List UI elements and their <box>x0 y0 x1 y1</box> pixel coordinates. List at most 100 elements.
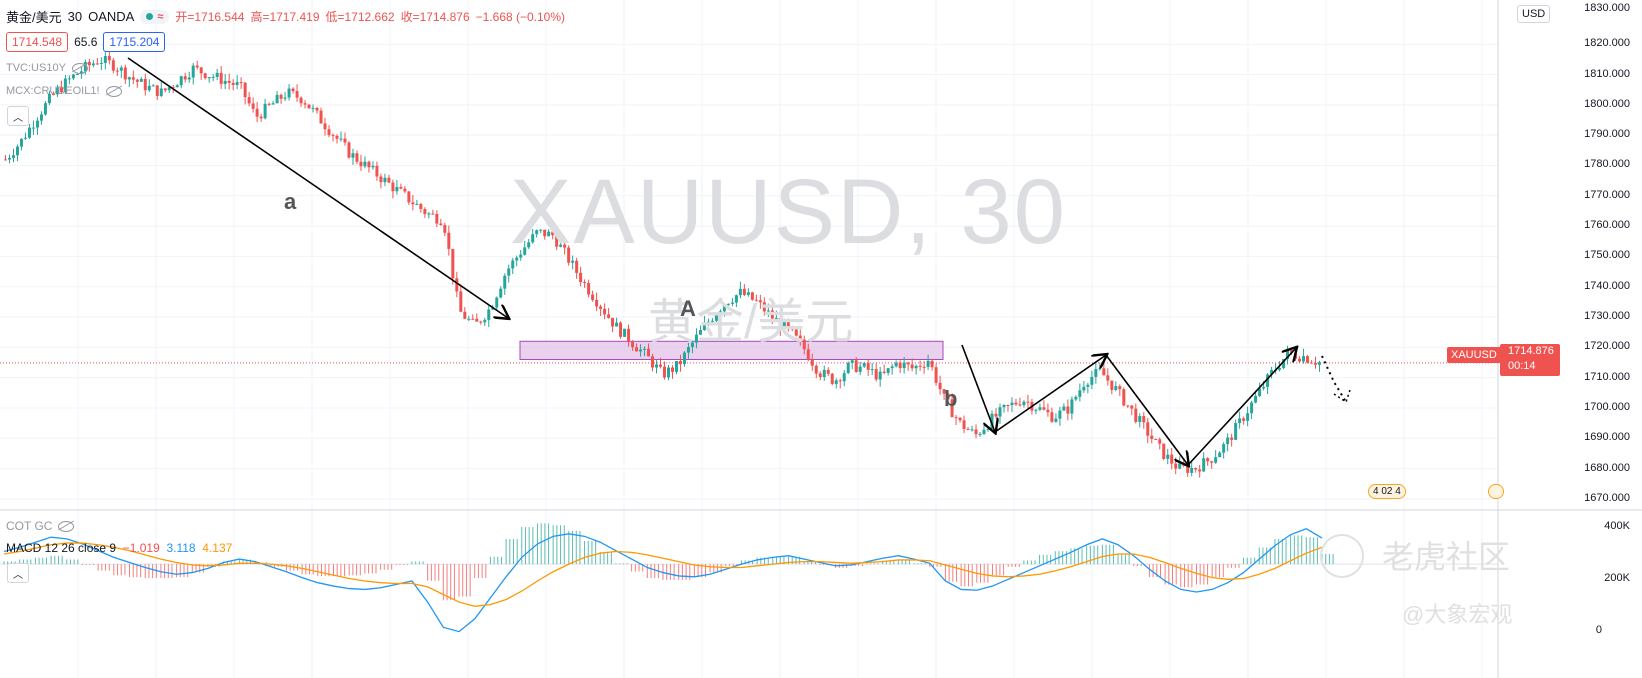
candle-body <box>1210 461 1214 463</box>
candle-body <box>571 260 575 263</box>
overlay-us10y[interactable]: TVC:US10Y <box>6 62 88 74</box>
symbol-price-tag: XAUUSD <box>1447 347 1501 363</box>
candle-body <box>734 295 738 303</box>
collapse-legend-button[interactable]: ︿ <box>7 106 29 126</box>
candle-body <box>874 369 878 380</box>
price-tick: 1700.000 <box>1584 400 1630 413</box>
candle-body <box>455 278 459 292</box>
candle-body <box>523 247 527 255</box>
candle-body <box>275 94 279 104</box>
candle-body <box>910 364 914 369</box>
candle-body <box>722 304 726 312</box>
candle-body <box>1314 363 1318 365</box>
candle-body <box>942 389 946 394</box>
spread-value: 65.6 <box>74 35 98 49</box>
event-badge-partial[interactable] <box>1488 484 1504 499</box>
candle-body <box>1170 454 1174 464</box>
candle-body <box>1194 468 1198 470</box>
candle-body <box>451 248 455 279</box>
macd-legend[interactable]: MACD 12 26 close 9 −1.019 3.118 4.137 <box>6 541 232 555</box>
price-tick: 1790.000 <box>1584 128 1630 141</box>
candle-body <box>163 88 167 91</box>
candle-body <box>115 70 119 72</box>
trend-arrow <box>1187 348 1296 466</box>
overlay-label: MCX:CRUDEOIL1! <box>6 85 100 97</box>
hidden-eye-icon[interactable] <box>58 520 75 532</box>
candle-body <box>435 213 439 224</box>
price-tick: 1780.000 <box>1584 158 1630 171</box>
symbol-name[interactable]: 黄金/美元 <box>6 10 62 25</box>
candle-body <box>567 247 571 263</box>
overlay-label: TVC:US10Y <box>6 62 66 74</box>
currency-button[interactable]: USD <box>1517 5 1551 23</box>
candle-body <box>19 138 23 147</box>
candle-body <box>1282 359 1286 368</box>
symbol-legend[interactable]: 黄金/美元 30 OANDA ≈ 开=1716.544 高=1717.419 低… <box>6 7 565 26</box>
candle-body <box>1038 407 1042 410</box>
macd-title: MACD 12 26 close 9 <box>6 541 117 555</box>
candle-body <box>87 62 91 66</box>
candle-body <box>994 413 998 417</box>
candle-body <box>59 87 63 93</box>
candle-body <box>199 67 203 74</box>
candle-body <box>962 420 966 430</box>
candle-body <box>315 107 319 111</box>
candle-body <box>1018 404 1022 406</box>
candle-body <box>503 275 507 289</box>
candle-body <box>1242 418 1246 421</box>
candle-body <box>922 366 926 368</box>
candle-body <box>750 292 754 300</box>
candle-body <box>974 429 978 435</box>
wave-icon: ≈ <box>157 10 164 23</box>
bid-price-button[interactable]: 1714.548 <box>6 32 69 52</box>
candle-body <box>1086 384 1090 387</box>
candle-body <box>179 76 183 86</box>
candle-body <box>1062 406 1066 411</box>
candle-body <box>1306 356 1310 363</box>
candle-body <box>1190 468 1194 473</box>
candle-body <box>1106 375 1110 381</box>
candle-body <box>335 135 339 139</box>
interval-label[interactable]: 30 <box>67 9 83 24</box>
community-watermark: 老虎社区 <box>1382 539 1511 575</box>
collapse-indicator-button[interactable]: ︿ <box>7 563 29 583</box>
candle-body <box>351 153 355 158</box>
market-status-pill[interactable]: ≈ <box>140 9 170 24</box>
candle-body <box>235 82 239 85</box>
candle-body <box>23 137 27 139</box>
candle-body <box>599 306 603 309</box>
hidden-eye-icon[interactable] <box>105 85 122 97</box>
candle-body <box>291 88 295 92</box>
candle-body <box>603 308 607 315</box>
candle-body <box>463 311 467 319</box>
trend-arrow <box>994 355 1106 433</box>
cot-legend[interactable]: COT GC <box>6 519 75 533</box>
candle-body <box>798 335 802 340</box>
candle-body <box>1266 374 1270 387</box>
wave-label-b: b <box>944 386 958 411</box>
candle-body <box>698 330 702 335</box>
candle-body <box>215 72 219 77</box>
ask-price-button[interactable]: 1715.204 <box>103 32 166 52</box>
price-tick-top: 1830.000 <box>1584 2 1630 14</box>
candle-body <box>51 93 55 95</box>
event-badge[interactable]: 4 02 4 <box>1368 484 1406 499</box>
candle-body <box>894 362 898 367</box>
candle-body <box>882 371 886 373</box>
candle-body <box>399 186 403 189</box>
candle-body <box>483 319 487 323</box>
candle-body <box>371 165 375 168</box>
high-value: 高=1717.419 <box>250 10 320 24</box>
candle-body <box>966 429 970 431</box>
candle-body <box>1090 376 1094 385</box>
candle-body <box>1138 416 1142 422</box>
candle-body <box>878 371 882 380</box>
overlay-crudeoil[interactable]: MCX:CRUDEOIL1! <box>6 85 122 97</box>
candle-body <box>1078 390 1082 397</box>
candle-body <box>319 110 323 124</box>
candle-body <box>303 103 307 105</box>
trend-arrow <box>1105 354 1188 465</box>
hidden-eye-icon[interactable] <box>71 62 88 74</box>
